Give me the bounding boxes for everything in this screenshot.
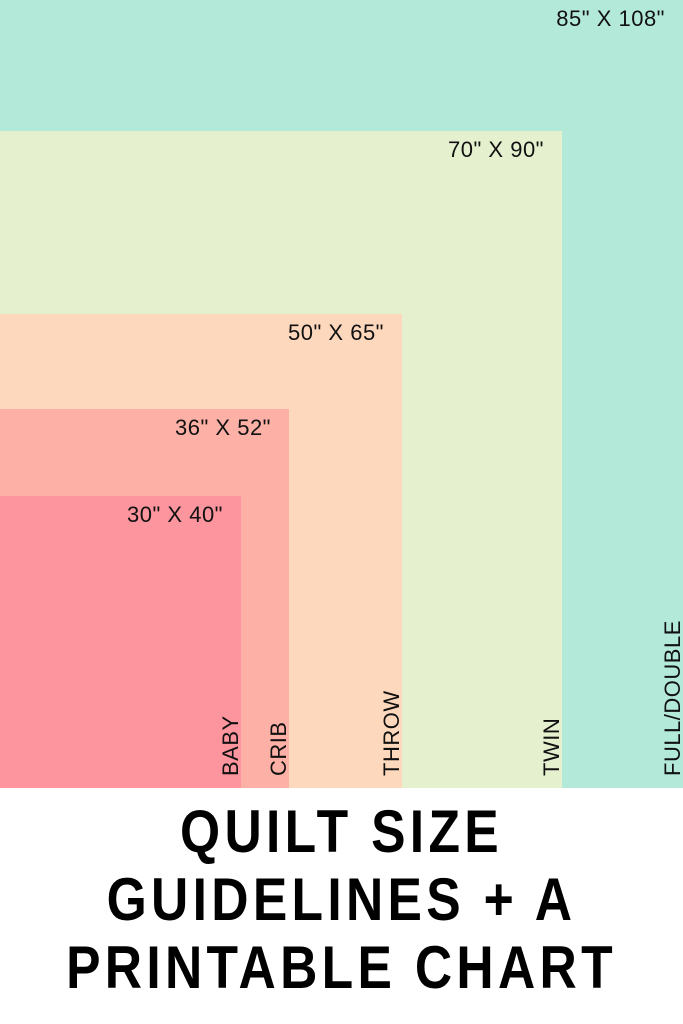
dimension-label-twin: 70" X 90": [448, 137, 544, 162]
dimension-label-throw: 50" X 65": [288, 320, 384, 345]
title-line-2: GUIDELINES + A: [106, 866, 577, 933]
title-line-1: QUILT SIZE: [180, 798, 503, 865]
page-title: QUILT SIZE GUIDELINES + A PRINTABLE CHAR…: [0, 798, 683, 1002]
dimension-label-baby: 30" X 40": [127, 502, 223, 527]
dimension-label-crib: 36" X 52": [175, 415, 271, 440]
size-name-full-double: FULL/DOUBLE: [660, 620, 683, 776]
quilt-rect-baby: [0, 496, 241, 788]
size-name-throw: THROW: [379, 690, 404, 776]
size-name-baby: BABY: [218, 715, 243, 776]
size-name-crib: CRIB: [266, 721, 291, 776]
dimension-label-full-double: 85" X 108": [556, 6, 665, 31]
size-name-twin: TWIN: [539, 717, 564, 776]
title-line-3: PRINTABLE CHART: [66, 934, 617, 1001]
